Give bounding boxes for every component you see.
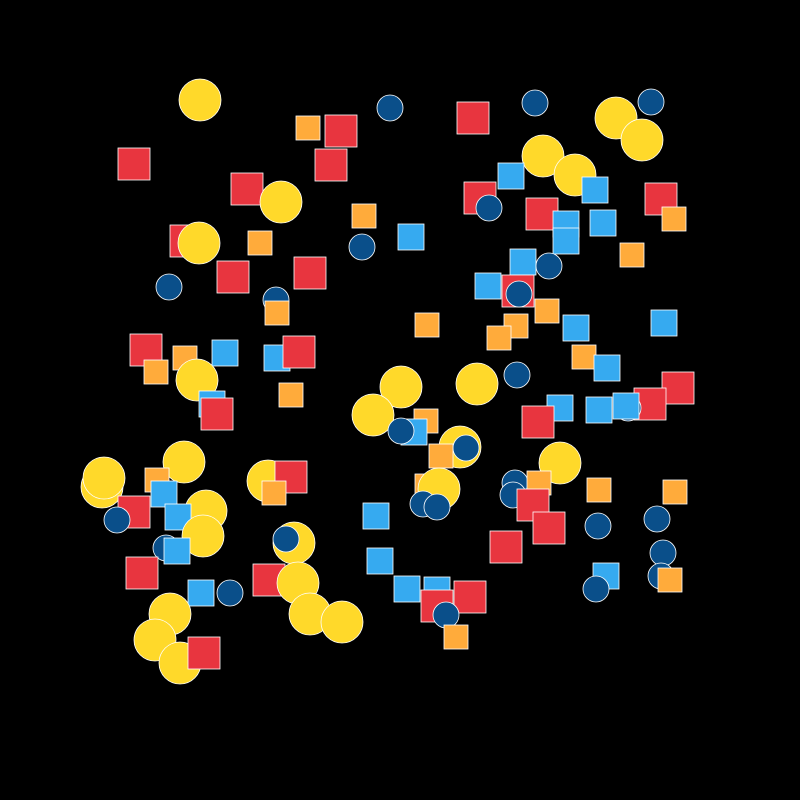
navy-circle bbox=[649, 539, 677, 567]
sky-square bbox=[612, 392, 640, 420]
navy-circle bbox=[643, 505, 671, 533]
sky-square bbox=[150, 480, 178, 508]
red-square bbox=[125, 556, 159, 590]
red-square bbox=[187, 636, 221, 670]
navy-circle bbox=[475, 194, 503, 222]
orange-square bbox=[657, 567, 683, 593]
red-square bbox=[521, 405, 555, 439]
red-square bbox=[489, 530, 523, 564]
orange-square bbox=[486, 325, 512, 351]
orange-square bbox=[571, 344, 597, 370]
sky-square bbox=[552, 227, 580, 255]
navy-circle bbox=[272, 525, 300, 553]
navy-circle bbox=[423, 493, 451, 521]
navy-circle bbox=[432, 601, 460, 629]
sky-square bbox=[163, 537, 191, 565]
yellow-circle bbox=[455, 362, 499, 406]
orange-square bbox=[586, 477, 612, 503]
yellow-circle bbox=[175, 358, 219, 402]
navy-circle bbox=[521, 89, 549, 117]
yellow-circle bbox=[82, 456, 126, 500]
navy-circle bbox=[348, 233, 376, 261]
navy-circle bbox=[637, 88, 665, 116]
navy-circle bbox=[584, 512, 612, 540]
sky-square bbox=[509, 248, 537, 276]
red-square bbox=[216, 260, 250, 294]
sky-square bbox=[497, 162, 525, 190]
navy-circle bbox=[505, 280, 533, 308]
yellow-circle bbox=[181, 514, 225, 558]
sky-square bbox=[393, 575, 421, 603]
navy-circle bbox=[216, 579, 244, 607]
sky-square bbox=[585, 396, 613, 424]
orange-square bbox=[247, 230, 273, 256]
navy-circle bbox=[376, 94, 404, 122]
yellow-circle bbox=[521, 134, 565, 178]
yellow-circle bbox=[259, 180, 303, 224]
navy-circle bbox=[387, 417, 415, 445]
sky-square bbox=[589, 209, 617, 237]
orange-square bbox=[662, 479, 688, 505]
red-square bbox=[453, 580, 487, 614]
orange-square bbox=[261, 480, 287, 506]
navy-circle bbox=[452, 434, 480, 462]
navy-circle bbox=[535, 252, 563, 280]
sky-square bbox=[187, 579, 215, 607]
red-square bbox=[293, 256, 327, 290]
orange-square bbox=[351, 203, 377, 229]
orange-square bbox=[443, 624, 469, 650]
orange-square bbox=[295, 115, 321, 141]
sky-square bbox=[562, 314, 590, 342]
red-square bbox=[314, 148, 348, 182]
navy-circle bbox=[503, 361, 531, 389]
sky-square bbox=[397, 223, 425, 251]
yellow-circle bbox=[177, 221, 221, 265]
red-square bbox=[117, 147, 151, 181]
red-square bbox=[661, 371, 695, 405]
yellow-circle bbox=[620, 118, 664, 162]
yellow-circle bbox=[379, 365, 423, 409]
yellow-circle bbox=[162, 440, 206, 484]
sky-square bbox=[366, 547, 394, 575]
red-square bbox=[282, 335, 316, 369]
sky-square bbox=[211, 339, 239, 367]
yellow-circle bbox=[351, 393, 395, 437]
navy-circle bbox=[155, 273, 183, 301]
sky-square bbox=[650, 309, 678, 337]
orange-square bbox=[278, 382, 304, 408]
orange-square bbox=[414, 312, 440, 338]
navy-circle bbox=[103, 506, 131, 534]
navy-circle bbox=[582, 575, 610, 603]
red-square bbox=[532, 511, 566, 545]
red-square bbox=[230, 172, 264, 206]
red-square bbox=[200, 397, 234, 431]
orange-square bbox=[661, 206, 687, 232]
orange-square bbox=[428, 443, 454, 469]
orange-square bbox=[534, 298, 560, 324]
red-square bbox=[324, 114, 358, 148]
yellow-circle bbox=[320, 600, 364, 644]
sky-square bbox=[593, 354, 621, 382]
yellow-circle bbox=[178, 78, 222, 122]
orange-square bbox=[619, 242, 645, 268]
sky-square bbox=[362, 502, 390, 530]
orange-square bbox=[143, 359, 169, 385]
sky-square bbox=[581, 176, 609, 204]
sky-square bbox=[474, 272, 502, 300]
red-square bbox=[456, 101, 490, 135]
orange-square bbox=[264, 300, 290, 326]
